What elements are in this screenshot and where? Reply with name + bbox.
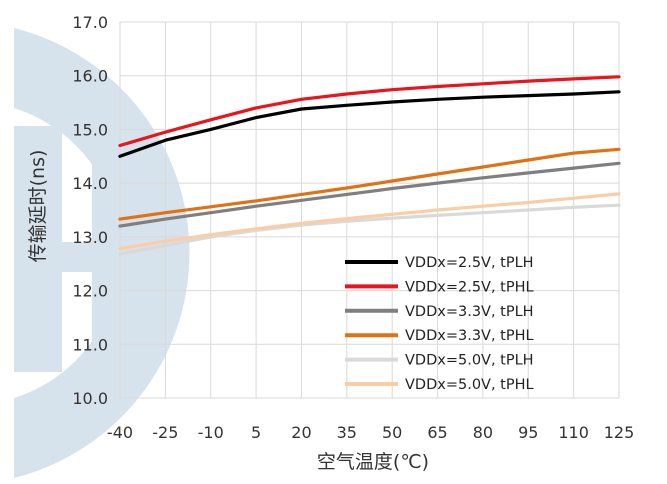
- y-tick-label: 13.0: [72, 228, 108, 247]
- legend-label: VDDx=2.5V, tPHL: [405, 279, 534, 295]
- series-line: [118, 203, 621, 256]
- x-tick-label: 5: [251, 423, 261, 442]
- x-tick-label: 65: [427, 423, 447, 442]
- x-tick-label: 50: [382, 423, 402, 442]
- legend-label: VDDx=5.0V, tPHL: [405, 377, 534, 393]
- series-line: [118, 147, 621, 221]
- series-lines: [118, 75, 621, 256]
- series-line: [118, 161, 621, 228]
- legend-label: VDDx=3.3V, tPLH: [405, 304, 534, 320]
- series-line: [118, 90, 621, 158]
- y-tick-label: 14.0: [72, 174, 108, 193]
- x-tick-label: 35: [337, 423, 357, 442]
- y-tick-label: 17.0: [72, 13, 108, 32]
- series-line: [118, 75, 621, 148]
- legend-label: VDDx=3.3V, tPHL: [405, 328, 534, 344]
- y-tick-label: 16.0: [72, 67, 108, 86]
- y-tick-label: 10.0: [72, 389, 108, 408]
- grid-lines: [119, 21, 620, 399]
- x-tick-label: -10: [198, 423, 224, 442]
- x-tick-label: 20: [291, 423, 311, 442]
- x-tick-label: 95: [518, 423, 538, 442]
- legend-label: VDDx=5.0V, tPLH: [405, 353, 534, 369]
- y-tick-label: 15.0: [72, 120, 108, 139]
- x-tick-label: -40: [107, 423, 133, 442]
- x-tick-label: 125: [604, 423, 635, 442]
- x-axis-ticks: -40 -25 -10 5 20 35 50 65 80 95 110 125: [107, 423, 634, 442]
- y-axis-title: 传输延时(ns): [27, 150, 49, 263]
- legend: VDDx=2.5V, tPLH VDDx=2.5V, tPHL VDDx=3.3V,…: [345, 255, 534, 393]
- legend-label: VDDx=2.5V, tPLH: [405, 255, 534, 271]
- y-axis-ticks: 10.0 11.0 12.0 13.0 14.0 15.0 16.0 17.0: [72, 13, 108, 408]
- x-axis-title: 空气温度(℃): [317, 451, 429, 473]
- x-tick-label: 80: [473, 423, 493, 442]
- y-tick-label: 11.0: [72, 335, 108, 354]
- series-line: [118, 192, 621, 251]
- y-tick-label: 12.0: [72, 282, 108, 301]
- watermark-logo: [14, 28, 190, 478]
- x-tick-label: -25: [152, 423, 178, 442]
- x-tick-label: 110: [558, 423, 589, 442]
